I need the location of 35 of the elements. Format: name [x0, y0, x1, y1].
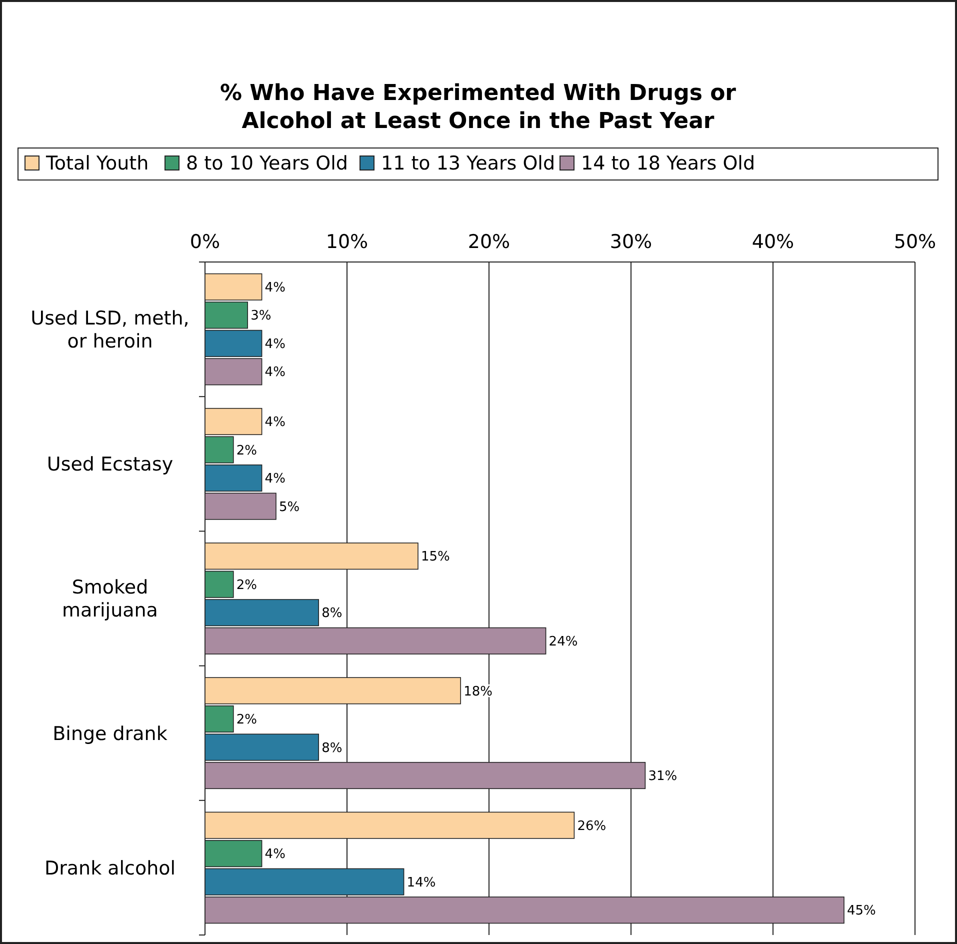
- data-label: 31%: [648, 769, 678, 784]
- legend-label: 11 to 13 Years Old: [381, 152, 556, 175]
- data-label: 2%: [236, 443, 258, 458]
- legend-label: 14 to 18 Years Old: [581, 152, 756, 175]
- x-tick-label: 40%: [752, 231, 794, 253]
- data-label: 2%: [236, 712, 258, 728]
- x-tick-label: 0%: [190, 231, 220, 253]
- data-label: 4%: [264, 472, 286, 487]
- data-label: 8%: [322, 606, 342, 622]
- legend-label: 8 to 10 Years Old: [186, 152, 348, 175]
- data-label: 26%: [577, 818, 606, 834]
- data-label: 4%: [264, 336, 286, 352]
- x-tick-label: 30%: [610, 231, 652, 253]
- data-label: 14%: [406, 875, 436, 890]
- y-tick-label: Smoked marijuana: [62, 576, 158, 622]
- y-tick-label: Used LSD, meth, or heroin: [30, 307, 190, 352]
- y-tick-label: Drank alcohol: [44, 857, 176, 880]
- legend-label: Total Youth: [45, 152, 149, 175]
- data-label: 4%: [264, 365, 286, 380]
- data-label: 4%: [264, 280, 286, 296]
- x-tick-label: 50%: [894, 231, 936, 253]
- data-label: 4%: [264, 415, 286, 430]
- data-label: 45%: [847, 904, 876, 919]
- x-tick-label: 20%: [468, 231, 510, 253]
- data-label: 4%: [264, 847, 286, 862]
- data-label: 15%: [421, 550, 450, 565]
- data-label: 5%: [279, 500, 300, 515]
- data-label: 3%: [250, 308, 272, 324]
- chart-title: % Who Have Experimented With Drugs or Alcohol at Least Once in the Past Year: [220, 81, 736, 134]
- data-label: 24%: [548, 634, 578, 650]
- y-tick-label: Binge drank: [52, 722, 168, 745]
- x-tick-label: 10%: [326, 231, 368, 253]
- y-tick-label: Used Ecstasy: [46, 454, 174, 476]
- data-label: 2%: [236, 578, 258, 593]
- data-label: 8%: [322, 740, 342, 756]
